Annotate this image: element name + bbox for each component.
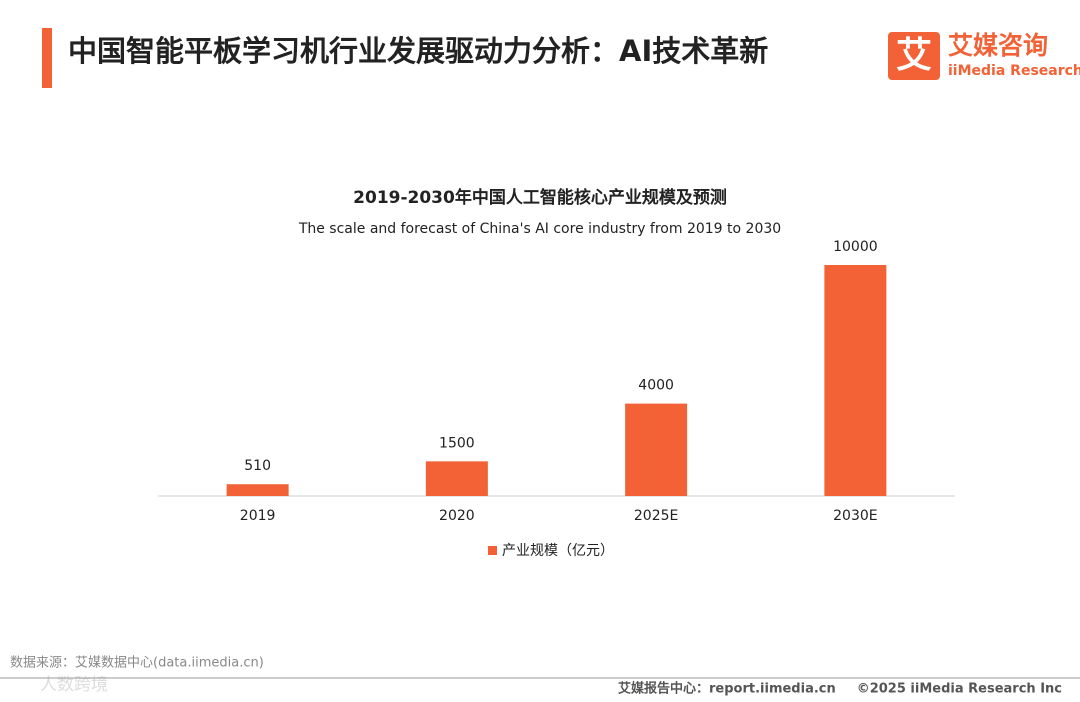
bar (425, 461, 488, 496)
bar (625, 403, 688, 496)
bar (226, 484, 289, 496)
data-label: 4000 (638, 378, 674, 394)
x-tick-label: 2020 (439, 508, 475, 524)
logo-en: iiMedia Research (948, 63, 1080, 79)
data-label: 10000 (833, 239, 878, 255)
report-center: 艾媒报告中心：report.iimedia.cn (618, 681, 836, 697)
chart-title: 2019-2030年中国人工智能核心产业规模及预测 (353, 187, 727, 208)
x-tick-label: 2030E (833, 508, 877, 524)
page-title: 中国智能平板学习机行业发展驱动力分析：AI技术革新 (68, 34, 768, 68)
title-accent (42, 28, 52, 88)
watermark: 人数跨境 (40, 675, 108, 695)
logo-mark: 艾 (896, 35, 932, 76)
data-label: 1500 (439, 435, 475, 451)
logo-cn: 艾媒咨询 (948, 31, 1048, 60)
legend-label: 产业规模（亿元） (502, 543, 614, 559)
copyright: ©2025 iiMedia Research Inc (857, 682, 1062, 697)
legend-swatch (488, 546, 497, 555)
x-tick-label: 2019 (240, 508, 276, 524)
bar (824, 265, 887, 496)
x-tick-label: 2025E (634, 508, 678, 524)
data-label: 510 (244, 458, 271, 474)
source: 数据来源：艾媒数据中心(data.iimedia.cn) (10, 656, 264, 671)
chart-subtitle: The scale and forecast of China's AI cor… (298, 221, 781, 237)
logo-box (888, 32, 940, 80)
